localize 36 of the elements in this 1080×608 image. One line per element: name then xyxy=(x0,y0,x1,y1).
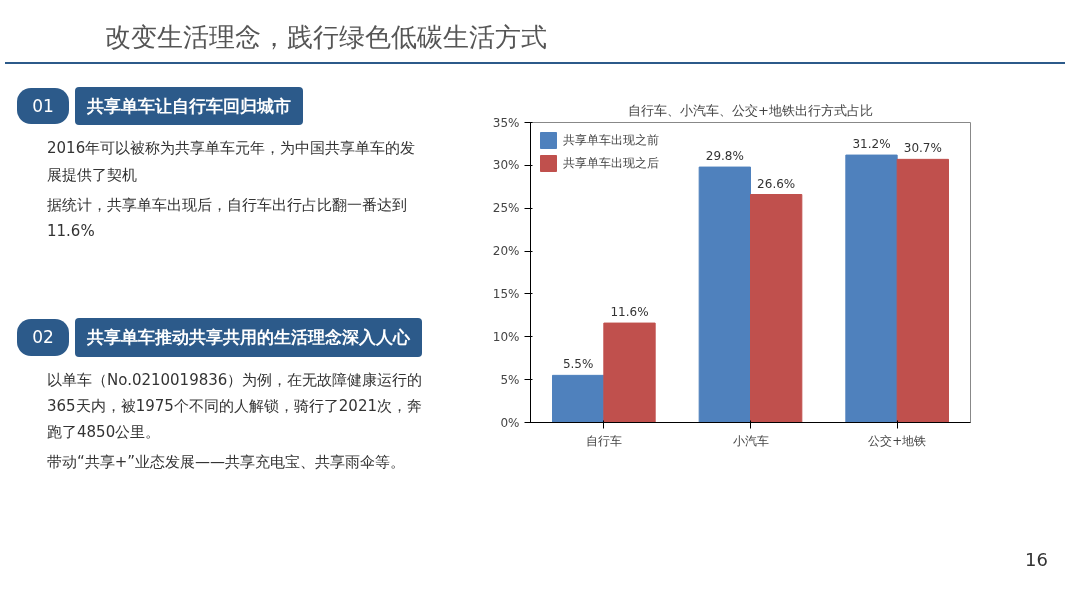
y-tick-label: 15% xyxy=(492,286,520,301)
legend-label: 共享单车出现之后 xyxy=(563,154,659,172)
text: 01 xyxy=(17,88,69,125)
y-tick-label: 25% xyxy=(492,201,520,216)
x-tick-label: 自行车 xyxy=(585,433,622,448)
x-tick-label: 小汽车 xyxy=(732,433,769,448)
text: 2016年可以被称为共享单车元年，为中国共享单车的发展提供了契机 xyxy=(47,138,417,186)
data-label: 11.6% xyxy=(610,305,649,320)
text: 共享单车让自行车回归城市 xyxy=(75,87,303,126)
bar xyxy=(845,154,898,423)
text: 据统计，共享单车出现后，自行车出行占比翻一番达到11.6% xyxy=(47,194,408,243)
chart-subtitle: 改变生活理念，践行绿色低碳生活方式 xyxy=(5,5,1065,65)
data-label: 26.6% xyxy=(757,176,796,191)
legend-label: 共享单车出现之前 xyxy=(563,131,659,149)
bar xyxy=(698,166,751,423)
text: 以单车（No.0210019836）为例，在无故障健康运行的365天内，被1975个不同的人解锁，骑行了2021次，奔跑了4850公里。 xyxy=(47,369,424,444)
text: 16 xyxy=(1024,548,1049,572)
data-label: 31.2% xyxy=(852,137,891,152)
text: 共享单车推动共享共用的生活理念深入人心 xyxy=(75,318,422,357)
y-tick-label: 5% xyxy=(500,372,520,387)
bar xyxy=(896,158,949,423)
y-tick-label: 10% xyxy=(492,329,520,344)
bar xyxy=(603,322,656,423)
bar xyxy=(552,374,605,423)
bar xyxy=(750,194,803,423)
data-label: 30.7% xyxy=(903,141,942,156)
data-label: 29.8% xyxy=(705,149,744,164)
y-tick-label: 0% xyxy=(500,415,520,430)
data-label: 5.5% xyxy=(562,357,594,372)
text: 02 xyxy=(17,319,69,356)
text: 带动“共享+”业态发展——共享充电宝、共享雨伞等。 xyxy=(47,452,407,474)
x-tick-label: 公交+地铁 xyxy=(868,433,927,448)
chart-title: 自行车、小汽车、公交+地铁出行方式占比 xyxy=(628,102,873,118)
y-tick-label: 35% xyxy=(492,115,520,130)
y-tick-label: 20% xyxy=(492,244,520,259)
y-tick-label: 30% xyxy=(492,158,520,173)
